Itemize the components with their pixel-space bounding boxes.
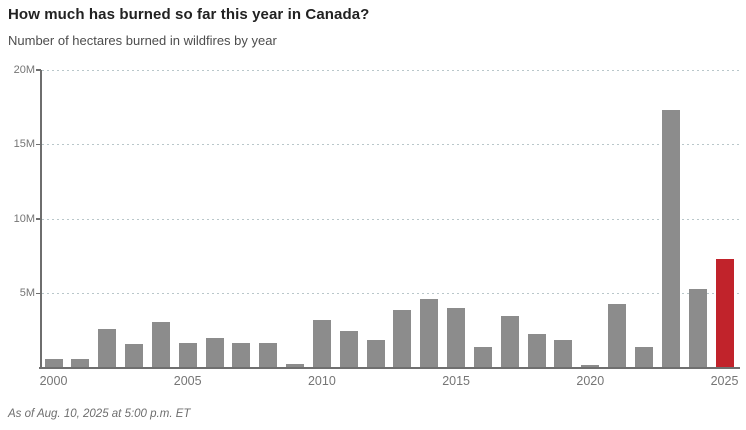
bar-2012[interactable] xyxy=(366,339,385,368)
bar-2004[interactable] xyxy=(151,321,170,368)
x-axis-label-2020: 2020 xyxy=(576,374,605,388)
bar-2006[interactable] xyxy=(205,338,224,368)
bar-2021[interactable] xyxy=(608,303,627,368)
bar-2017[interactable] xyxy=(500,315,519,368)
x-axis-label-2025: 2025 xyxy=(710,374,739,388)
bar-2001[interactable] xyxy=(71,359,90,368)
bar-2019[interactable] xyxy=(554,339,573,368)
x-axis-label-2010: 2010 xyxy=(307,374,336,388)
y-axis-label: 10M xyxy=(13,212,35,225)
bar-2010[interactable] xyxy=(312,320,331,368)
page-title: How much has burned so far this year in … xyxy=(8,6,370,23)
y-tick-15M xyxy=(36,143,41,146)
bar-2003[interactable] xyxy=(125,344,144,368)
x-axis-line xyxy=(39,366,740,369)
as-of-note: As of Aug. 10, 2025 at 5:00 p.m. ET xyxy=(8,408,191,420)
gridline-20M xyxy=(42,69,740,71)
bar-2005[interactable] xyxy=(178,342,197,368)
bar-2022[interactable] xyxy=(634,347,653,368)
chart-subtitle: Number of hectares burned in wildfires b… xyxy=(8,33,277,48)
y-axis-label: 20M xyxy=(13,63,35,76)
bar-2016[interactable] xyxy=(473,347,492,368)
gridline-15M xyxy=(42,144,740,145)
gridline-10M xyxy=(42,218,740,220)
bar-2015[interactable] xyxy=(447,308,466,368)
bar-2002[interactable] xyxy=(98,329,117,368)
bar-2011[interactable] xyxy=(339,330,358,368)
y-tick-10M xyxy=(36,218,41,220)
x-axis-label-2015: 2015 xyxy=(442,374,470,388)
bar-2008[interactable] xyxy=(259,342,278,368)
y-tick-20M xyxy=(36,69,41,71)
y-axis-label: 15M xyxy=(13,138,35,150)
bar-2009[interactable] xyxy=(286,363,305,368)
y-tick-5M xyxy=(36,292,41,295)
bar-2007[interactable] xyxy=(232,342,251,368)
bar-2024[interactable] xyxy=(688,289,707,368)
bar-2018[interactable] xyxy=(527,333,546,368)
x-axis-label-2000: 2000 xyxy=(39,374,68,388)
bar-2023[interactable] xyxy=(661,110,680,368)
bar-2013[interactable] xyxy=(393,309,412,368)
x-axis-label-2005: 2005 xyxy=(173,374,202,388)
y-axis-label: 5M xyxy=(19,287,35,299)
gridline-5M xyxy=(42,293,740,294)
bar-2000[interactable] xyxy=(44,359,63,368)
bar-2014[interactable] xyxy=(420,299,439,368)
bar-2025[interactable] xyxy=(715,259,734,368)
y-axis-line xyxy=(40,70,42,368)
